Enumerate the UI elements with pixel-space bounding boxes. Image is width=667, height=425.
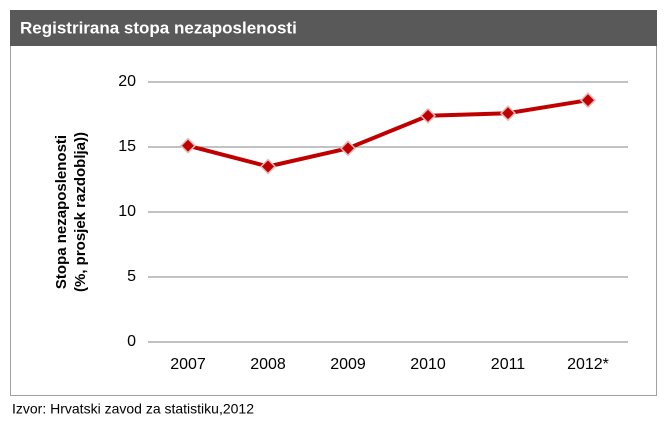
y-axis-label-line: Stopa nezaposlenosti (53, 135, 70, 289)
y-tick-label: 15 (118, 138, 136, 155)
x-tick-label: 2009 (330, 356, 366, 373)
x-tick-label: 2012* (567, 356, 609, 373)
y-tick-label: 5 (127, 268, 136, 285)
y-tick-label: 20 (118, 73, 136, 90)
data-point (259, 158, 277, 175)
x-tick-label: 2008 (250, 356, 286, 373)
x-tick-label: 2007 (170, 356, 206, 373)
y-axis-label-line: (%, prosjek razdoblja)) (72, 132, 89, 292)
data-point (419, 107, 437, 124)
data-point (339, 140, 357, 157)
data-point (499, 105, 517, 122)
y-axis-label: Stopa nezaposlenosti (%, prosjek razdobl… (53, 132, 89, 292)
data-point (579, 92, 597, 109)
data-point (179, 137, 197, 154)
y-tick-label: 0 (127, 333, 136, 350)
source-note: Izvor: Hrvatski zavod za statistiku,2012 (12, 401, 254, 417)
header-bar (10, 10, 657, 46)
data-line (187, 98, 589, 169)
y-tick-label: 10 (118, 203, 136, 220)
x-tick-label: 2011 (491, 356, 526, 373)
chart-title: Registrirana stopa nezaposlenosti (20, 18, 297, 37)
x-tick-label: 2010 (410, 356, 446, 373)
frame (10, 10, 657, 396)
